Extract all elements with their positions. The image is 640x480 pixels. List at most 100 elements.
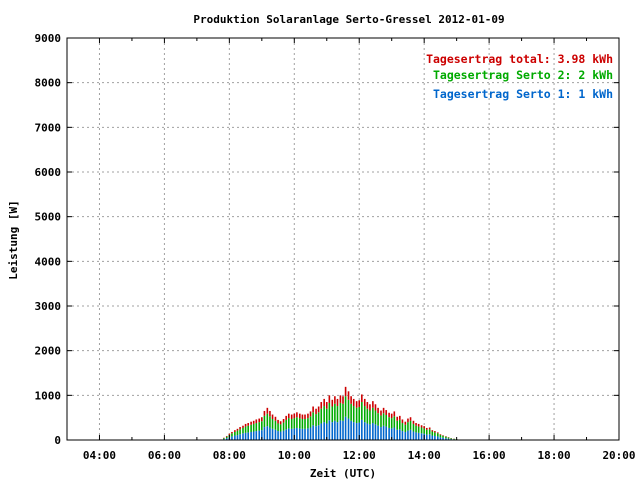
bar-s2-49 (352, 398, 355, 407)
y-tick-label-9: 9000 (35, 32, 62, 45)
bar-s0-20 (274, 429, 277, 440)
bar-s1-26 (290, 419, 293, 429)
bar-s0-8 (242, 433, 244, 440)
bar-s1-36 (317, 412, 320, 426)
bar-s0-70 (409, 429, 412, 440)
bar-s2-73 (417, 423, 420, 427)
bar-s2-52 (361, 394, 363, 403)
bar-s2-46 (344, 386, 347, 397)
bar-s0-26 (290, 428, 293, 440)
bar-s1-71 (412, 423, 415, 432)
bar-s2-63 (390, 413, 393, 419)
bar-s2-11 (250, 421, 252, 425)
plot-border (66, 37, 620, 441)
bar-s0-79 (434, 435, 436, 440)
bar-s0-72 (415, 432, 417, 440)
bar-s1-53 (363, 406, 366, 423)
bar-s0-32 (307, 428, 309, 440)
bar-s0-77 (428, 434, 431, 440)
bar-s0-55 (369, 424, 371, 440)
bar-s1-76 (425, 429, 428, 435)
bar-s1-70 (409, 420, 412, 430)
y-tick-label-8: 8000 (35, 77, 62, 90)
bar-s1-16 (263, 415, 266, 428)
bar-s1-20 (274, 420, 277, 430)
x-tick-label-7: 18:00 (537, 449, 570, 462)
bar-s0-34 (312, 425, 314, 440)
x-axis-ticks: 04:00 06:00 08:00 10:00 12:00 14:00 16:00 18:00… (66, 38, 636, 462)
x-tick-label-2: 08:00 (213, 449, 246, 462)
bar-s1-22 (279, 424, 282, 432)
bar-s2-48 (350, 396, 352, 404)
bar-s0-74 (420, 433, 423, 440)
y-tick-label-6: 6000 (35, 166, 62, 179)
chart-title: Produktion Solaranlage Serto-Gressel 201… (193, 13, 504, 26)
bar-s2-75 (423, 426, 425, 429)
bar-s1-86 (453, 438, 455, 440)
bar-s0-21 (277, 431, 279, 440)
bar-s2-45 (342, 396, 344, 404)
bar-s2-4 (231, 431, 233, 434)
bar-s0-13 (255, 431, 258, 440)
bar-s2-74 (420, 425, 423, 428)
bar-s1-51 (358, 406, 361, 423)
bar-s2-61 (385, 410, 387, 415)
y-tick-label-5: 5000 (35, 211, 62, 224)
bar-s0-61 (385, 426, 387, 440)
legend-entry-total: Tagesertrag total: 3.98 kWh (426, 52, 613, 66)
x-axis-label: Zeit (UTC) (310, 467, 376, 480)
bar-s1-59 (380, 415, 382, 428)
bar-s0-2 (225, 438, 228, 440)
bar-s1-10 (247, 425, 249, 433)
bar-s1-73 (417, 426, 420, 433)
bar-s2-24 (285, 415, 287, 420)
bar-s1-4 (231, 433, 233, 437)
bar-s2-55 (369, 404, 371, 411)
bar-s1-27 (293, 418, 296, 429)
y-tick-label-7: 7000 (35, 121, 62, 134)
bar-s0-41 (331, 422, 334, 440)
bar-s1-5 (234, 431, 236, 436)
bar-s1-30 (301, 419, 304, 429)
bar-s0-17 (266, 426, 269, 440)
bar-s0-76 (425, 434, 428, 440)
bar-s1-37 (320, 408, 323, 424)
bar-s2-58 (377, 407, 379, 414)
bar-s1-33 (309, 416, 312, 428)
bar-s2-29 (299, 413, 301, 419)
y-axis-label: Leistung [W] (7, 200, 20, 279)
bar-s2-69 (407, 418, 409, 423)
bar-s2-37 (320, 402, 323, 409)
bar-s2-33 (309, 411, 312, 417)
bar-s1-23 (282, 422, 285, 431)
bar-s0-33 (309, 427, 312, 440)
bar-s0-27 (293, 428, 296, 440)
bar-s2-76 (425, 427, 428, 430)
bar-s2-19 (271, 414, 274, 420)
legend-entry-serto-2: Tagesertrag Serto 2: 2 kWh (433, 68, 613, 82)
bar-s1-9 (244, 426, 247, 433)
bar-s1-18 (269, 416, 271, 428)
bar-s0-12 (252, 431, 255, 440)
bar-s2-28 (296, 412, 298, 418)
bar-s1-82 (442, 435, 444, 438)
bar-s1-69 (407, 422, 409, 431)
bar-s0-35 (315, 426, 317, 440)
bar-s0-57 (374, 424, 377, 440)
bar-s1-56 (372, 407, 374, 424)
bar-s0-14 (258, 430, 261, 440)
bar-s2-35 (315, 408, 317, 415)
bar-s2-10 (247, 423, 249, 426)
bar-s2-80 (437, 432, 439, 434)
y-tick-label-2: 2000 (35, 345, 62, 358)
bar-s0-29 (299, 428, 301, 440)
bar-s1-58 (377, 413, 379, 426)
bar-s0-4 (231, 436, 233, 440)
x-tick-label-0: 04:00 (83, 449, 116, 462)
bar-s0-58 (377, 425, 379, 440)
bar-s2-39 (325, 402, 328, 409)
y-tick-label-0: 0 (54, 434, 61, 447)
bar-s1-12 (252, 423, 255, 432)
bar-s2-38 (323, 398, 325, 407)
bar-s0-60 (382, 425, 385, 440)
